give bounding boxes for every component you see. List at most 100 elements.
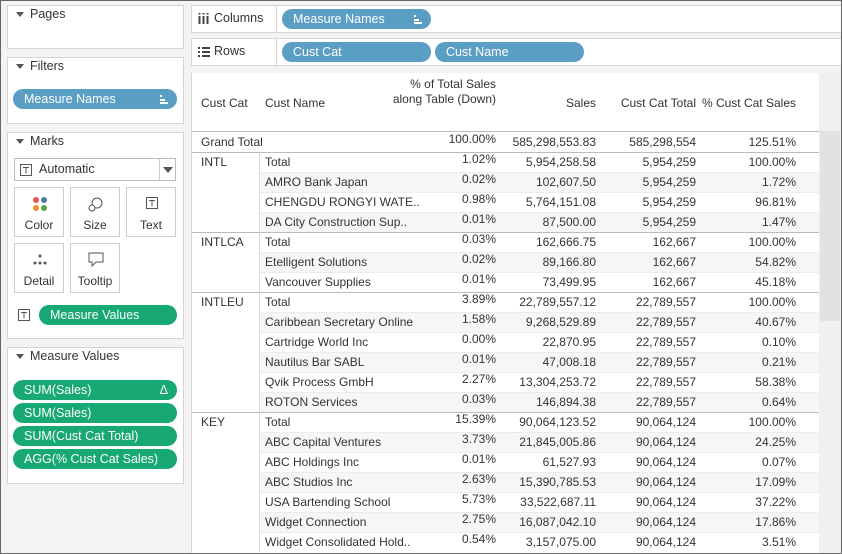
tooltip-button[interactable]: Tooltip [70, 243, 120, 293]
value-cell: 22,789,557 [635, 395, 696, 409]
text-button[interactable]: Text [126, 187, 176, 237]
row-rule [260, 432, 819, 433]
measure-pill[interactable]: SUM(Sales) Δ [13, 380, 177, 400]
value-cell: 102,607.50 [535, 175, 596, 189]
scrollbar [819, 73, 841, 553]
value-cell: 90,064,124 [635, 435, 696, 449]
grand-total-cell: 125.51% [748, 135, 796, 149]
value-cell: 90,064,123.52 [519, 415, 596, 429]
button-label: Tooltip [77, 274, 113, 288]
column-header: Cust Name [265, 96, 326, 110]
cust-name: Etelligent Solutions [265, 255, 368, 269]
shelf-pill[interactable]: Cust Name [435, 42, 584, 62]
cust-name: Total [265, 235, 291, 249]
row-rule [260, 532, 819, 533]
value-cell: 37.22% [755, 495, 796, 509]
cust-name: ABC Capital Ventures [265, 435, 382, 449]
group-rule [192, 292, 819, 293]
row-rule [260, 312, 819, 313]
value-cell: 89,166.80 [542, 255, 596, 269]
value-cell: 3.51% [761, 535, 796, 549]
cust-name: Qvik Process GmbH [265, 375, 374, 389]
value-cell: 47,008.18 [542, 355, 596, 369]
value-cell: 2.27% [461, 372, 496, 386]
mark-type-dropdown[interactable] [14, 158, 176, 181]
value-cell: 1.47% [761, 215, 796, 229]
row-rule [260, 352, 819, 353]
cust-cat-label: INTL [201, 155, 228, 169]
cust-name: Caribbean Secretary Online [265, 315, 414, 329]
grand-total-cell: 100.00% [448, 132, 496, 146]
text-icon [18, 309, 30, 321]
row-rule [260, 392, 819, 393]
value-cell: 90,064,124 [635, 515, 696, 529]
dropdown-arrow [163, 167, 173, 173]
color-button[interactable]: Color [14, 187, 64, 237]
value-cell: 0.64% [761, 395, 796, 409]
value-cell: 100.00% [748, 415, 796, 429]
size-button[interactable]: Size [70, 187, 120, 237]
row-band [260, 252, 819, 272]
value-cell: 0.21% [761, 355, 796, 369]
row-rule [260, 492, 819, 493]
shelf-pill[interactable]: Cust Cat [282, 42, 431, 62]
measure-pill[interactable]: SUM(Sales) [13, 403, 177, 423]
measure-pill[interactable]: AGG(% Cust Cat Sales) [13, 449, 177, 469]
cust-name: CHENGDU RONGYI WATE.. [265, 195, 420, 209]
cust-name: Widget Connection [265, 515, 367, 529]
rows-icon [198, 47, 210, 57]
value-cell: 162,667 [652, 235, 696, 249]
value-cell: 100.00% [748, 295, 796, 309]
cust-name: Widget Consolidated Hold.. [265, 535, 411, 549]
card-title: Filters [15, 59, 65, 73]
cust-cat-label: INTLEU [201, 295, 244, 309]
value-cell: 90,064,124 [635, 495, 696, 509]
value-cell: 22,789,557 [635, 335, 696, 349]
row-rule [260, 332, 819, 333]
value-cell: 17.86% [755, 515, 796, 529]
value-cell: 0.01% [461, 212, 496, 226]
value-cell: 162,667 [652, 275, 696, 289]
value-cell: 0.01% [461, 272, 496, 286]
row-rule [260, 212, 819, 213]
cust-name: Nautilus Bar SABL [265, 355, 365, 369]
crosstab: Cust Cat Cust Name % of Total Sales along … [191, 73, 819, 553]
value-cell: 33,522,687.11 [520, 495, 596, 509]
value-cell: 58.38% [755, 375, 796, 389]
value-cell: 15,390,785.53 [519, 475, 596, 489]
card-title: Measure Values [15, 349, 120, 363]
value-cell: 15.39% [455, 412, 496, 426]
value-cell: 61,527.93 [542, 455, 596, 469]
row-band [260, 352, 819, 372]
cust-name: Total [265, 415, 291, 429]
value-cell: 3.73% [461, 432, 496, 446]
measure-pill[interactable]: SUM(Cust Cat Total) [13, 426, 177, 446]
detail-button[interactable]: Detail [14, 243, 64, 293]
value-cell: 2.63% [461, 472, 496, 486]
value-cell: 162,666.75 [535, 235, 596, 249]
value-cell: 0.01% [461, 452, 496, 466]
value-cell: 0.01% [461, 352, 496, 366]
value-cell: 5,954,259 [642, 195, 696, 209]
filter-pill[interactable]: Measure Names [13, 89, 177, 109]
marks-pill[interactable]: Measure Values [39, 305, 177, 325]
value-cell: 22,789,557 [635, 295, 696, 309]
value-cell: 0.00% [461, 332, 496, 346]
shelf-title: Columns [214, 11, 264, 25]
value-cell: 0.98% [461, 192, 496, 206]
group-rule [192, 412, 819, 413]
button-label: Text [139, 218, 162, 232]
value-cell: 0.03% [461, 392, 496, 406]
cust-name: Vancouver Supplies [265, 275, 371, 289]
value-cell: 0.02% [461, 172, 496, 186]
value-cell: 90,064,124 [635, 535, 696, 549]
shelf-pill[interactable]: Measure Names [282, 9, 431, 29]
value-cell: 90,064,124 [635, 455, 696, 469]
value-cell: 22,789,557 [635, 375, 696, 389]
button-label: Detail [23, 274, 55, 288]
cust-name: Cartridge World Inc [265, 335, 369, 349]
value-cell: 16,087,042.10 [519, 515, 596, 529]
grand-total-cell: 585,298,554 [629, 135, 696, 149]
row-band [260, 472, 819, 492]
header-rule [192, 131, 819, 132]
